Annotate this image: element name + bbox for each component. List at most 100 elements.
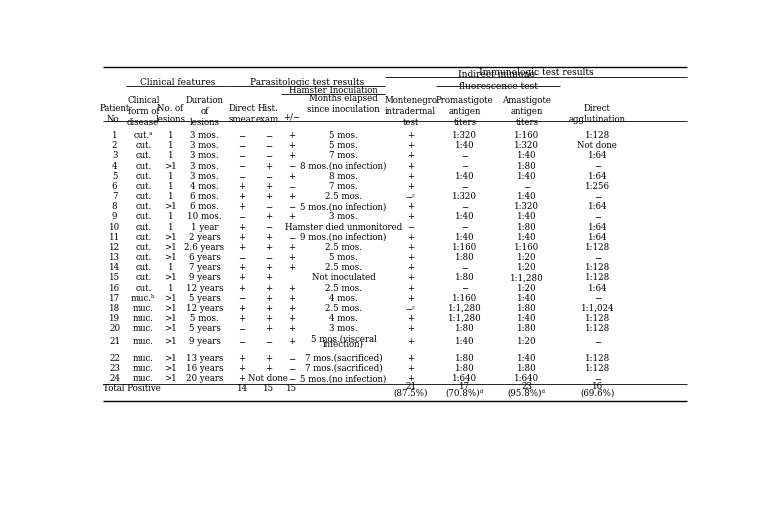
Text: 12: 12 [109,243,120,252]
Text: 15: 15 [286,384,297,393]
Text: >1: >1 [164,243,176,252]
Text: 3 mos.: 3 mos. [190,141,219,150]
Text: +: + [238,374,245,383]
Text: +: + [265,192,272,201]
Text: Parasitologic test results: Parasitologic test results [250,77,364,86]
Text: 1:40: 1:40 [455,233,474,242]
Text: +: + [238,223,245,232]
Text: muc.: muc. [133,337,154,346]
Text: 7 mos.(sacrificed): 7 mos.(sacrificed) [305,364,382,373]
Text: 11: 11 [109,233,120,242]
Text: −: − [288,374,296,383]
Text: +: + [288,324,295,333]
Text: cut.: cut. [135,162,152,170]
Text: −: − [461,162,468,170]
Text: +: + [288,192,295,201]
Text: Hamster died unmonitored: Hamster died unmonitored [285,223,402,232]
Text: −: − [265,141,272,150]
Text: 1:160: 1:160 [452,294,478,303]
Text: 1:128: 1:128 [585,324,610,333]
Text: 5 mos.: 5 mos. [329,253,358,262]
Text: 1:80: 1:80 [455,364,474,373]
Text: 1:40: 1:40 [455,141,474,150]
Text: +: + [265,212,272,221]
Text: 1:40: 1:40 [455,172,474,181]
Text: −: − [594,337,601,346]
Text: 5 mos.(no infection): 5 mos.(no infection) [300,374,387,383]
Text: 5 mos.(no infection): 5 mos.(no infection) [300,202,387,211]
Text: 1: 1 [167,192,173,201]
Text: >1: >1 [164,337,176,346]
Text: 1:80: 1:80 [455,253,474,262]
Text: 1: 1 [167,172,173,181]
Text: cut.: cut. [135,283,152,292]
Text: >1: >1 [164,253,176,262]
Text: 6 mos.: 6 mos. [190,202,219,211]
Text: +: + [407,243,414,252]
Text: 1:80: 1:80 [455,354,474,363]
Text: +: + [238,274,245,282]
Text: +: + [407,294,414,303]
Text: 2.5 mos.: 2.5 mos. [325,192,362,201]
Text: 1:128: 1:128 [585,131,610,140]
Text: Not done: Not done [577,141,618,150]
Text: +: + [288,337,295,346]
Text: Direct
agglutination: Direct agglutination [569,104,626,123]
Text: 1:128: 1:128 [585,263,610,272]
Text: Clinical features: Clinical features [139,77,215,86]
Text: +: + [407,364,414,373]
Text: Amastigote
antigen
titers: Amastigote antigen titers [502,96,551,127]
Text: 1:64: 1:64 [587,152,607,161]
Text: 4 mos.: 4 mos. [329,314,358,323]
Text: Months elapsed
since inoculation: Months elapsed since inoculation [307,94,380,113]
Text: 16: 16 [592,382,603,391]
Text: >1: >1 [164,304,176,313]
Text: >1: >1 [164,233,176,242]
Text: 1: 1 [167,182,173,191]
Text: 4 mos.: 4 mos. [190,182,219,191]
Text: +: + [238,192,245,201]
Text: 4 mos.: 4 mos. [329,294,358,303]
Text: muc.ᵇ: muc.ᵇ [131,294,156,303]
Text: −ᶜ: −ᶜ [406,304,416,313]
Text: 18: 18 [109,304,120,313]
Text: 1:320: 1:320 [452,192,478,201]
Text: Hamster Inoculation: Hamster Inoculation [289,86,378,95]
Text: −: − [265,131,272,140]
Text: +: + [407,182,414,191]
Text: −: − [461,202,468,211]
Text: Hist.
exam.: Hist. exam. [255,104,282,123]
Text: 6 mos.: 6 mos. [190,192,219,201]
Text: 5 mos.: 5 mos. [190,314,219,323]
Text: +: + [265,263,272,272]
Text: 2: 2 [111,141,118,150]
Text: 14: 14 [237,384,248,393]
Text: 1:1,280: 1:1,280 [510,274,544,282]
Text: 15: 15 [109,274,120,282]
Text: +: + [407,274,414,282]
Text: +: + [265,324,272,333]
Text: >1: >1 [164,324,176,333]
Text: −: − [461,263,468,272]
Text: −: − [594,253,601,262]
Text: 1:320: 1:320 [515,141,539,150]
Text: muc.: muc. [133,374,154,383]
Text: Patient
No.: Patient No. [99,104,130,123]
Text: infection): infection) [323,340,364,349]
Text: +: + [265,294,272,303]
Text: muc.: muc. [133,324,154,333]
Text: −: − [238,131,245,140]
Text: +: + [407,152,414,161]
Text: +: + [407,131,414,140]
Text: 13: 13 [109,253,120,262]
Text: 3 mos.: 3 mos. [329,212,358,221]
Text: 1: 1 [167,141,173,150]
Text: 6: 6 [111,182,118,191]
Text: 16 years: 16 years [186,364,223,373]
Text: +: + [407,212,414,221]
Text: (95.8%)ᵈ: (95.8%)ᵈ [508,389,546,397]
Text: 3: 3 [112,152,118,161]
Text: −: − [238,152,245,161]
Text: >1: >1 [164,294,176,303]
Text: +: + [407,162,414,170]
